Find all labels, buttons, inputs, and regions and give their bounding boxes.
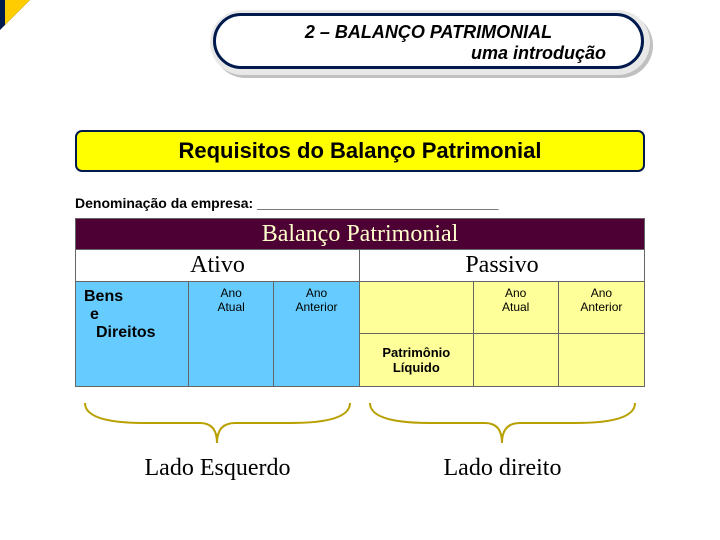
patrimonio-liquido-label: Patrimônio Líquido <box>360 334 474 386</box>
pyp-l1: Ano <box>559 286 644 300</box>
passivo-spacer <box>360 282 474 333</box>
passivo-top: Ano Atual Ano Anterior <box>360 282 644 334</box>
lado-row: Lado Esquerdo Lado direito <box>75 455 645 482</box>
ativo-label: Bens e Direitos <box>76 282 189 386</box>
ativo-year-prev: Ano Anterior <box>274 282 359 386</box>
lado-esquerdo: Lado Esquerdo <box>75 455 360 482</box>
passivo-year-current: Ano Atual <box>474 282 559 333</box>
ativo-l3: Direitos <box>84 324 180 342</box>
brace-left-icon <box>75 398 360 448</box>
yp-l1: Ano <box>274 286 359 300</box>
yp-l2: Anterior <box>274 300 359 314</box>
title-pill: 2 – BALANÇO PATRIMONIAL uma introdução <box>210 10 650 75</box>
title-line2: uma introdução <box>236 43 621 64</box>
ativo-l2: e <box>84 306 180 324</box>
pl-l1: Patrimônio <box>360 345 473 360</box>
table-body-row: Bens e Direitos Ano Atual Ano Anterior A… <box>75 282 645 387</box>
denominacao-label: Denominação da empresa: ________________… <box>75 195 498 211</box>
ativo-l1: Bens <box>84 288 180 306</box>
brace-right-icon <box>360 398 645 448</box>
ativo-year-current: Ano Atual <box>189 282 274 386</box>
passivo-bottom: Patrimônio Líquido <box>360 334 644 386</box>
yc-l2: Atual <box>189 300 273 314</box>
table-title: Balanço Patrimonial <box>262 221 459 248</box>
passivo-heading: Passivo <box>360 250 644 281</box>
table-title-row: Balanço Patrimonial <box>75 218 645 250</box>
pl-l2: Líquido <box>360 360 473 375</box>
pl-col-2 <box>559 334 644 386</box>
ativo-passivo-row: Ativo Passivo <box>75 250 645 282</box>
brace-left <box>75 398 360 448</box>
lado-direito: Lado direito <box>360 455 645 482</box>
brace-right <box>360 398 645 448</box>
requisitos-banner: Requisitos do Balanço Patrimonial <box>75 130 645 172</box>
title-inner: 2 – BALANÇO PATRIMONIAL uma introdução <box>213 13 644 69</box>
passivo-year-prev: Ano Anterior <box>559 282 644 333</box>
yc-l1: Ano <box>189 286 273 300</box>
banner-text: Requisitos do Balanço Patrimonial <box>178 138 541 164</box>
pyp-l2: Anterior <box>559 300 644 314</box>
balance-table: Balanço Patrimonial Ativo Passivo Bens e… <box>75 218 645 387</box>
ativo-heading: Ativo <box>76 250 360 281</box>
brace-row <box>75 398 645 448</box>
corner-accent-icon <box>0 0 30 30</box>
passivo-side: Ano Atual Ano Anterior Patrimônio Líquid… <box>360 282 644 386</box>
pl-col-1 <box>474 334 559 386</box>
title-line1: 2 – BALANÇO PATRIMONIAL <box>236 22 621 43</box>
pyc-l1: Ano <box>474 286 558 300</box>
ativo-side: Bens e Direitos Ano Atual Ano Anterior <box>76 282 360 386</box>
pyc-l2: Atual <box>474 300 558 314</box>
